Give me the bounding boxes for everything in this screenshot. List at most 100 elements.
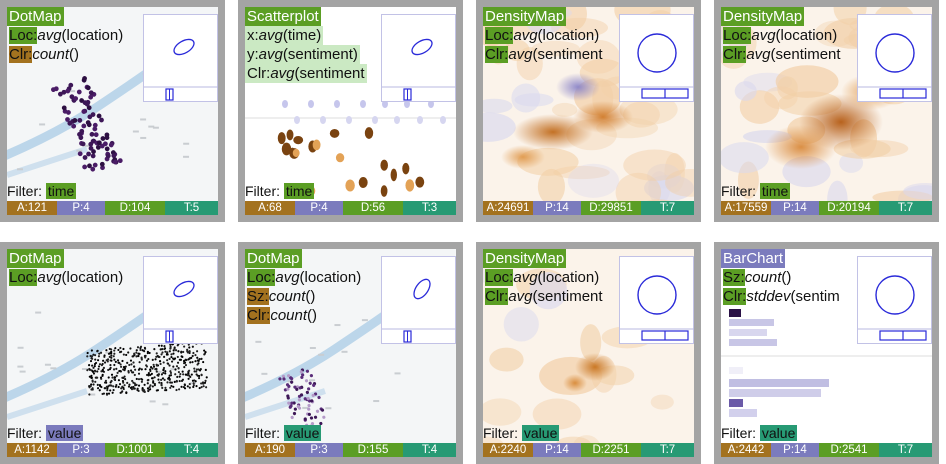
encoding-channel[interactable]: Clr:avg(sentiment <box>483 45 605 64</box>
visualization-card[interactable]: DotMap Loc:avg(location) Filter: value A:11… <box>0 242 225 464</box>
channel-field: () <box>781 269 792 286</box>
filter-row[interactable]: Filter: time <box>7 182 77 201</box>
channel-key: Loc: <box>723 27 752 44</box>
filter-row[interactable]: Filter: value <box>483 424 560 443</box>
stat-badge: A:24691 <box>483 201 533 215</box>
card-canvas: DotMap Loc:avg(location) Clr:count() Filter… <box>7 7 218 215</box>
card-canvas: DotMap Loc:avg(location) Filter: value A:11… <box>7 249 218 457</box>
channel-field: (sentiment) <box>282 46 358 63</box>
channel-key: y: <box>247 46 259 63</box>
stats-bar: A:121 P:4 D:104 T:5 <box>7 201 218 215</box>
encoding-channel[interactable]: Loc:avg(location) <box>245 268 363 287</box>
filter-value-tag[interactable]: value <box>283 425 322 441</box>
filter-value-tag[interactable]: time <box>759 183 791 199</box>
chart-type-label: DotMap <box>7 7 64 26</box>
encoding-channel[interactable]: Clr:avg(sentiment <box>245 64 367 83</box>
encoding-channel[interactable]: Loc:avg(location) <box>483 268 601 287</box>
visualization-card[interactable]: DotMap Loc:avg(location) Clr:count() Filter… <box>0 0 225 222</box>
encoding-thumbnail[interactable] <box>619 256 694 344</box>
encoding-channel[interactable]: Clr:avg(sentiment <box>483 287 605 306</box>
encoding-channel[interactable]: y:avg(sentiment) <box>245 45 360 64</box>
channel-field: (time) <box>282 27 322 44</box>
filter-row[interactable]: Filter: time <box>245 182 315 201</box>
encoding-channel[interactable]: Sz:count() <box>721 268 793 287</box>
channel-key: Loc: <box>247 269 276 286</box>
channel-key: Clr: <box>247 307 271 324</box>
channel-key: x: <box>247 27 259 44</box>
visualization-card[interactable]: DotMap Loc:avg(location) Sz:count() Clr:cou… <box>238 242 463 464</box>
stats-bar: A:190 P:3 D:155 T:4 <box>245 443 456 457</box>
encoding-thumbnail[interactable] <box>619 14 694 102</box>
filter-value-tag[interactable]: time <box>45 183 77 199</box>
thumbnail-preview <box>858 275 932 341</box>
filter-row[interactable]: Filter: value <box>721 424 798 443</box>
encoding-thumbnail[interactable] <box>857 14 932 102</box>
encoding-thumbnail[interactable] <box>857 256 932 344</box>
stat-badge: A:2442 <box>721 443 771 457</box>
filter-value-tag[interactable]: value <box>521 425 560 441</box>
stat-badge: A:190 <box>245 443 295 457</box>
chart-type-label: DotMap <box>7 249 64 268</box>
encoding-channel[interactable]: Clr:avg(sentiment <box>721 45 843 64</box>
stats-bar: A:1142 P:3 D:1001 T:4 <box>7 443 218 457</box>
filter-label: Filter: <box>7 183 42 199</box>
filter-row[interactable]: Filter: value <box>7 424 84 443</box>
filter-row[interactable]: Filter: time <box>721 182 791 201</box>
aggregate-function: avg <box>258 46 283 63</box>
thumbnail-preview <box>620 33 694 99</box>
encoding-channel[interactable]: Loc:avg(location) <box>721 26 839 45</box>
stat-badge: A:68 <box>245 201 295 215</box>
filter-row[interactable]: Filter: value <box>245 424 322 443</box>
encoding-channel[interactable]: Sz:count() <box>245 287 317 306</box>
filter-label: Filter: <box>7 425 42 441</box>
stat-badge: T:7 <box>641 443 694 457</box>
filter-value-tag[interactable]: value <box>759 425 798 441</box>
encoding-channel[interactable]: Clr:count() <box>245 306 319 325</box>
encoding-channel[interactable]: Clr:stddev(sentim <box>721 287 842 306</box>
channel-key: Loc: <box>485 27 514 44</box>
visualization-card[interactable]: BarChart Sz:count() Clr:stddev(sentim Filte… <box>714 242 939 464</box>
encoding-channel[interactable]: x:avg(time) <box>245 26 324 45</box>
channel-key: Clr: <box>485 46 509 63</box>
stat-badge: P:14 <box>533 443 581 457</box>
thumbnail-preview <box>382 278 456 343</box>
stat-badge: T:7 <box>879 201 932 215</box>
visualization-card[interactable]: Scatterplot x:avg(time) y:avg(sentiment) Cl… <box>238 0 463 222</box>
encoding-channel[interactable]: Loc:avg(location) <box>7 26 125 45</box>
stat-badge: T:7 <box>879 443 932 457</box>
stat-badge: P:4 <box>295 201 343 215</box>
channel-key: Loc: <box>9 27 38 44</box>
channel-key: Clr: <box>723 288 747 305</box>
stat-badge: A:17559 <box>721 201 771 215</box>
encoding-thumbnail[interactable] <box>381 256 456 344</box>
filter-value-tag[interactable]: time <box>283 183 315 199</box>
stat-badge: T:5 <box>165 201 218 215</box>
visualization-card[interactable]: DensityMap Loc:avg(location) Clr:avg(senti… <box>476 242 701 464</box>
aggregate-function: avg <box>270 65 295 82</box>
stat-badge: P:3 <box>295 443 343 457</box>
channel-field: (location) <box>61 27 124 44</box>
channel-field: (sentiment <box>532 288 603 305</box>
stat-badge: A:1142 <box>7 443 57 457</box>
aggregate-function: avg <box>746 46 771 63</box>
encoding-channel[interactable]: Clr:count() <box>7 45 81 64</box>
stat-badge: D:2541 <box>819 443 879 457</box>
card-canvas: BarChart Sz:count() Clr:stddev(sentim Filte… <box>721 249 932 457</box>
encoding-thumbnail[interactable] <box>143 256 218 344</box>
encoding-thumbnail[interactable] <box>143 14 218 102</box>
card-canvas: DensityMap Loc:avg(location) Clr:avg(senti… <box>721 7 932 215</box>
channel-field: (location) <box>299 269 362 286</box>
encoding-thumbnail[interactable] <box>381 14 456 102</box>
visualization-card[interactable]: DensityMap Loc:avg(location) Clr:avg(senti… <box>714 0 939 222</box>
encoding-channel[interactable]: Loc:avg(location) <box>7 268 125 287</box>
channel-key: Loc: <box>9 269 38 286</box>
channel-key: Clr: <box>485 288 509 305</box>
visualization-card[interactable]: DensityMap Loc:avg(location) Clr:avg(senti… <box>476 0 701 222</box>
stat-badge: A:121 <box>7 201 57 215</box>
filter-value-tag[interactable]: value <box>45 425 84 441</box>
encoding-channel[interactable]: Loc:avg(location) <box>483 26 601 45</box>
stats-bar: A:24691 P:14 D:29851 T:7 <box>483 201 694 215</box>
chart-type-label: DotMap <box>245 249 302 268</box>
stat-badge: P:14 <box>771 201 819 215</box>
